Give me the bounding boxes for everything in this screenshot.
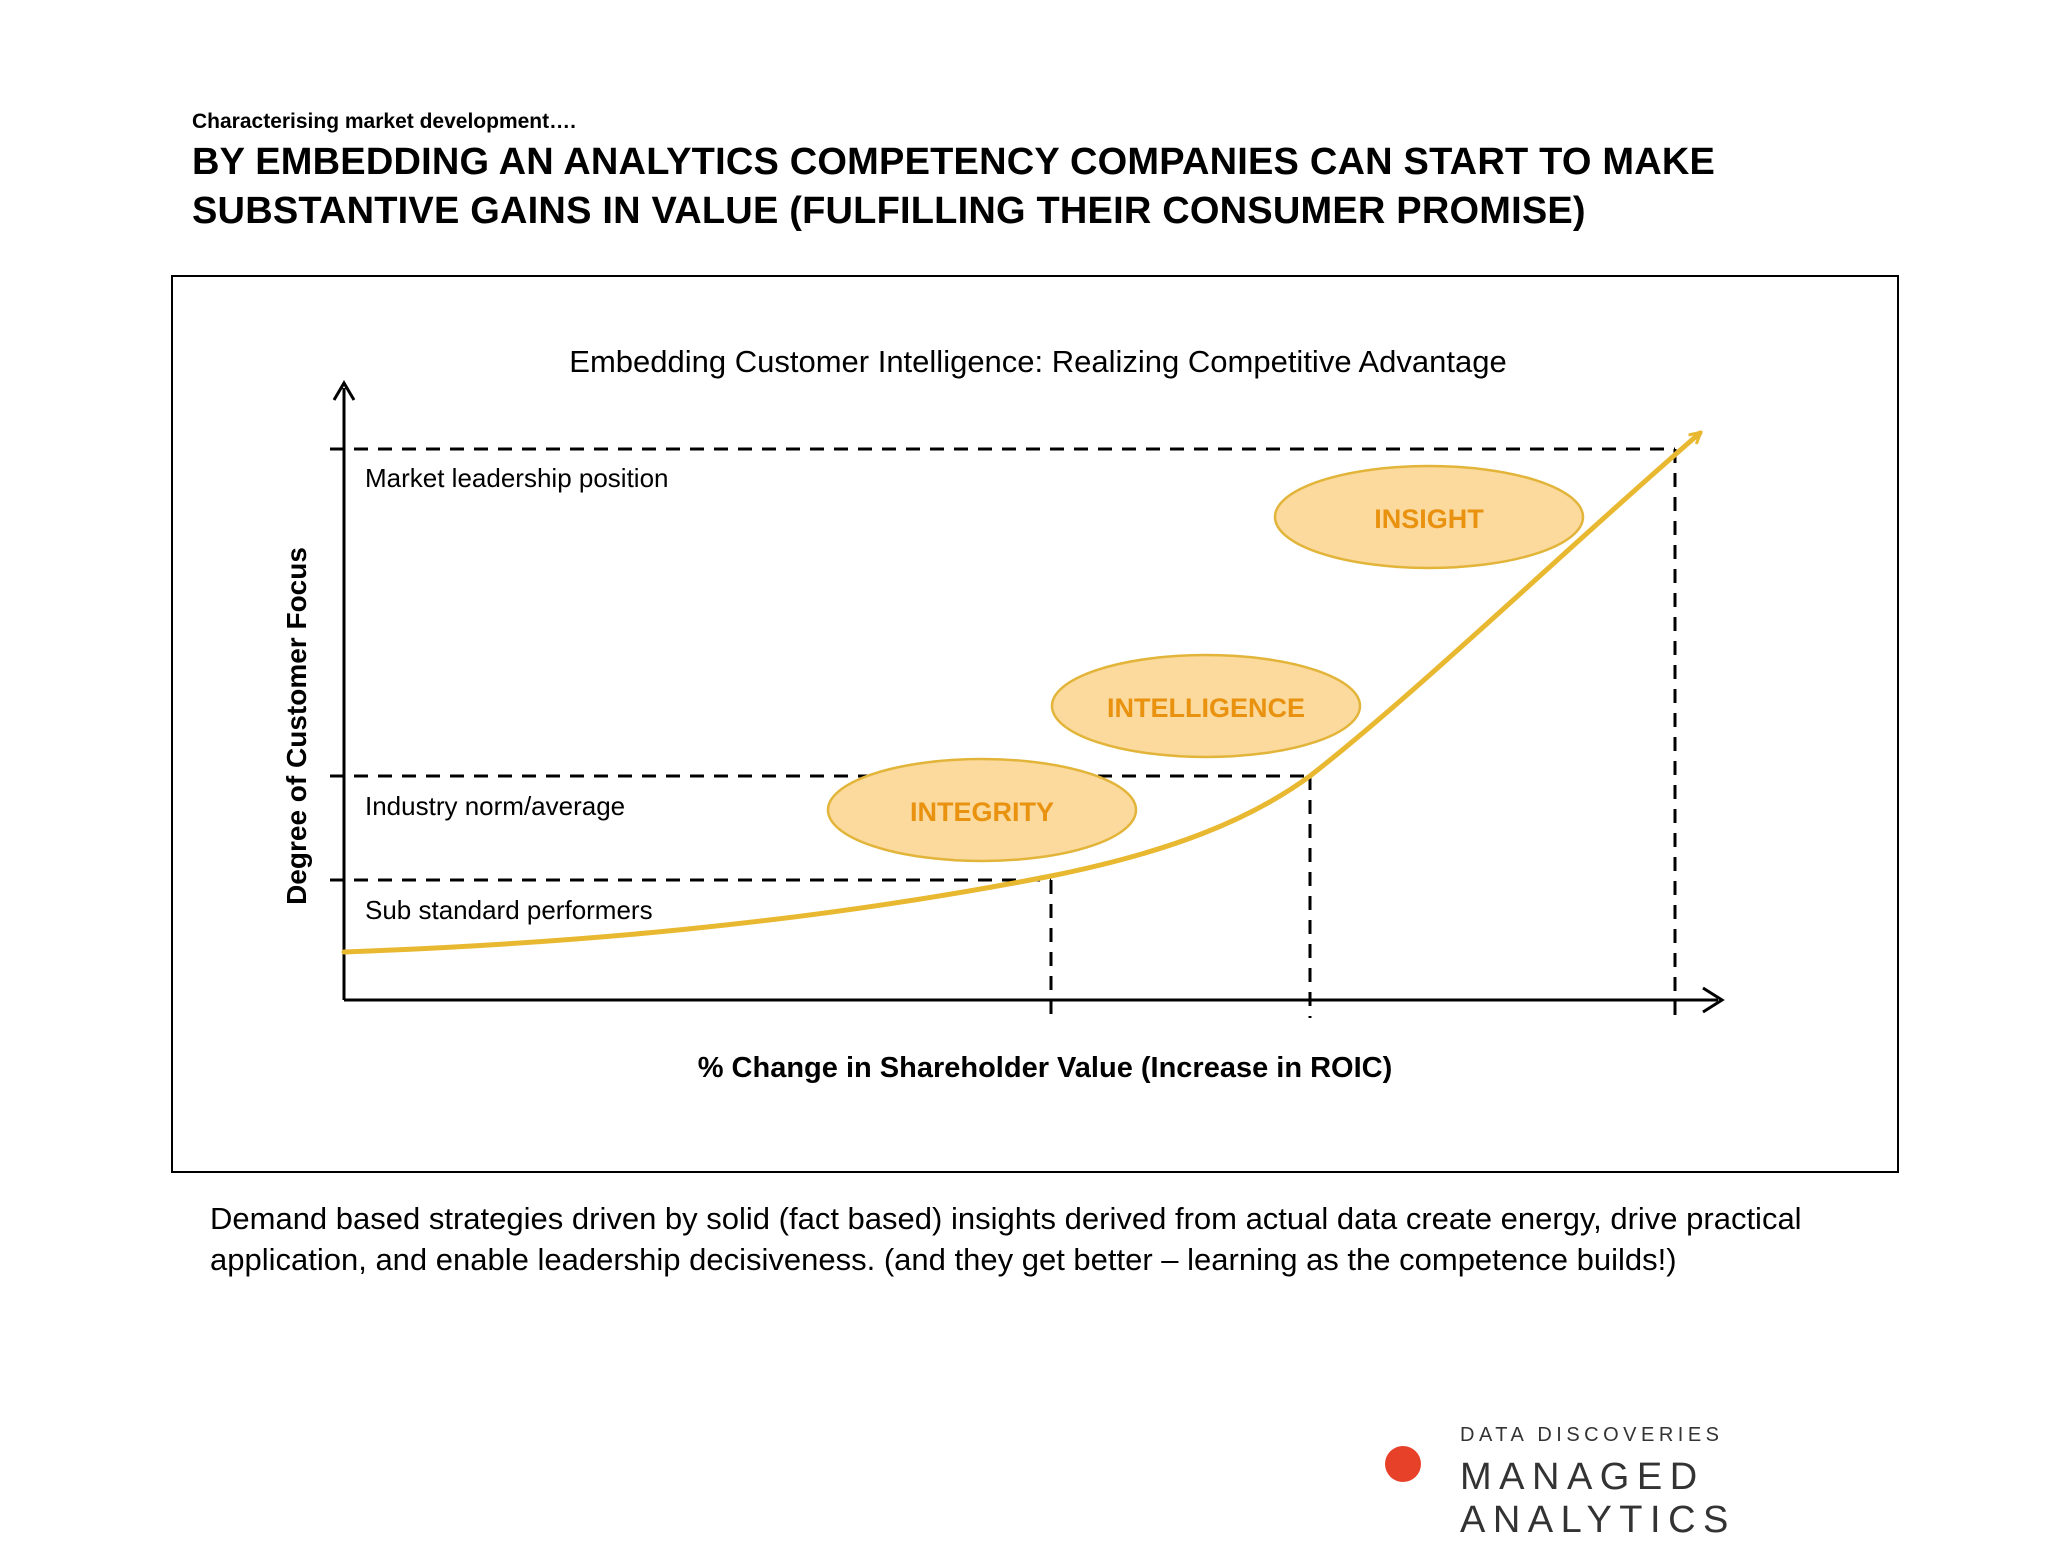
body-text: Demand based strategies driven by solid …	[210, 1201, 1802, 1277]
stage-integrity-bubble	[826, 757, 1138, 863]
brand-dot-icon	[1385, 1446, 1421, 1482]
x-axis-arrow-icon	[1702, 986, 1725, 1014]
growth-curve	[341, 433, 1700, 955]
y-axis-label: Degree of Customer Focus	[281, 547, 312, 905]
stage-intelligence-bubble	[1050, 653, 1362, 759]
stage-insight-label: INSIGHT	[1374, 504, 1484, 534]
stage-intelligence-label: INTELLIGENCE	[1107, 693, 1305, 723]
level-label-leadership: Market leadership position	[365, 463, 669, 493]
stage-insight: INSIGHT	[1273, 464, 1585, 570]
brand-line2: MANAGED ANALYTICS	[1460, 1456, 1736, 1541]
diagram-title: Embedding Customer Intelligence: Realizi…	[569, 344, 1506, 379]
level-label-norm: Industry norm/average	[365, 791, 625, 821]
stage-integrity-label: INTEGRITY	[910, 797, 1054, 827]
stage-intelligence: INTELLIGENCE	[1050, 653, 1362, 759]
x-axis-label: % Change in Shareholder Value (Increase …	[698, 1052, 1393, 1084]
page-headline: BY EMBEDDING AN ANALYTICS COMPETENCY COM…	[192, 141, 1716, 232]
stage-integrity: INTEGRITY	[826, 757, 1138, 863]
stage-insight-bubble	[1273, 464, 1585, 570]
y-axis-arrow-icon	[332, 380, 356, 401]
brand-logo: DATA DISCOVERIES MANAGED ANALYTICS	[1385, 1424, 1985, 1541]
level-label-substandard: Sub standard performers	[365, 895, 653, 925]
diagram-frame	[171, 275, 1899, 1173]
brand-line1: DATA DISCOVERIES	[1460, 1424, 1724, 1446]
page-kicker: Characterising market development….	[192, 110, 576, 133]
